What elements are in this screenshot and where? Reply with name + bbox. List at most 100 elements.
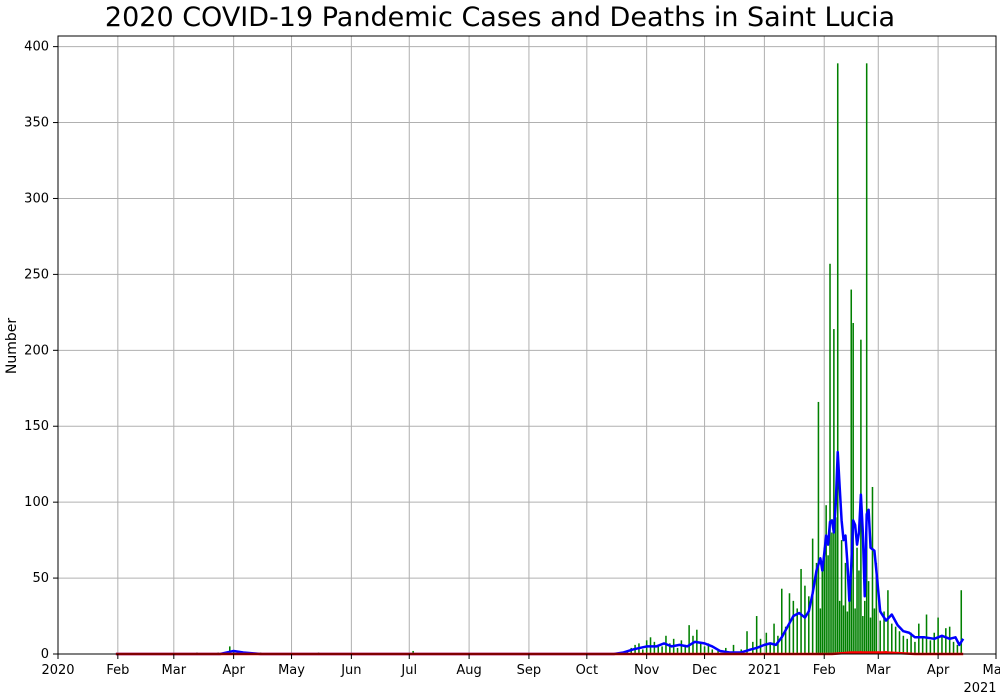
bar (879, 620, 881, 654)
bar (852, 322, 854, 654)
x-tick-label: Apr (927, 663, 950, 678)
x-tick-label: 2021 (748, 663, 781, 678)
bar (918, 623, 920, 654)
bar (707, 643, 710, 654)
y-tick-label: 300 (24, 191, 49, 206)
bar (819, 608, 822, 654)
y-tick-label: 50 (32, 571, 49, 586)
bar (891, 623, 893, 654)
x-tick-label: Sep (517, 663, 542, 678)
bar (784, 626, 787, 654)
y-axis-label: Number (4, 318, 20, 374)
bar (960, 590, 963, 654)
bar (846, 611, 849, 654)
bar (863, 600, 866, 654)
bar (894, 626, 897, 654)
bar (777, 635, 779, 654)
bar (804, 585, 806, 654)
bar (676, 647, 679, 654)
y-tick-label: 250 (24, 267, 49, 282)
bar (755, 616, 758, 654)
plot-frame (57, 35, 997, 655)
bar (703, 646, 706, 654)
bar (800, 568, 802, 654)
bar (773, 623, 775, 654)
x-tick-label: Feb (813, 663, 836, 678)
x-tick-label: Mar (866, 663, 891, 678)
y-tick-label: 350 (24, 116, 49, 131)
x-tick-label: 2020 (41, 663, 74, 678)
bar (657, 644, 660, 654)
bar (780, 588, 783, 654)
bar (906, 638, 908, 654)
bar (921, 637, 924, 654)
bar (769, 643, 771, 654)
x-tick-label: Aug (456, 663, 481, 678)
bar (902, 635, 905, 654)
bar (875, 562, 878, 654)
bar (883, 611, 885, 654)
bar (914, 641, 916, 654)
bar (941, 635, 943, 654)
bar (867, 581, 870, 654)
y-tick-label: 200 (24, 343, 49, 358)
bar (848, 578, 851, 654)
bar (688, 625, 690, 654)
bar (925, 614, 928, 654)
bar-series (196, 63, 963, 655)
bar (833, 329, 835, 654)
bar (732, 644, 735, 654)
bar (898, 631, 901, 654)
bar (840, 540, 843, 654)
x-tick-label: May (983, 663, 1000, 678)
bar (945, 628, 947, 654)
bar (653, 641, 656, 654)
x-tick-label: May (278, 663, 305, 678)
bar (661, 646, 663, 654)
x-tick-label: Dec (692, 663, 717, 678)
bar (854, 608, 856, 654)
bar (856, 547, 858, 654)
grid (57, 36, 997, 655)
bar (699, 641, 702, 654)
bar (746, 631, 748, 654)
bar (829, 263, 831, 654)
bar (835, 517, 837, 654)
bar (815, 562, 818, 654)
bar (842, 605, 845, 654)
bar (827, 555, 829, 654)
series-line (115, 450, 965, 656)
bar (642, 649, 644, 654)
bar (956, 644, 959, 654)
x-tick-label: Jun (340, 663, 361, 678)
chart-title: 2020 COVID-19 Pandemic Cases and Deaths … (104, 2, 896, 33)
bar (887, 590, 889, 654)
bar (684, 644, 687, 654)
x-tick-label: Feb (106, 663, 129, 678)
bar (825, 505, 827, 654)
bar (948, 626, 951, 654)
bar (717, 650, 719, 654)
bar (711, 649, 714, 654)
x-offset-label: 2021 (963, 681, 996, 696)
bar (823, 547, 825, 654)
bar (817, 401, 820, 654)
x-tick-label: Mar (162, 663, 187, 678)
bar (871, 486, 874, 654)
bar (933, 632, 936, 654)
bar (850, 289, 853, 654)
bar (808, 596, 810, 654)
bar (910, 632, 912, 654)
bar (873, 608, 876, 654)
bar (821, 570, 824, 654)
bar (229, 646, 231, 654)
bar (680, 640, 683, 654)
bar (862, 616, 864, 654)
bar (858, 570, 860, 654)
x-tick-label: Apr (222, 663, 245, 678)
x-tick-label: Jul (400, 663, 417, 678)
bar (865, 63, 868, 655)
bar (869, 617, 872, 654)
bar (844, 562, 847, 654)
